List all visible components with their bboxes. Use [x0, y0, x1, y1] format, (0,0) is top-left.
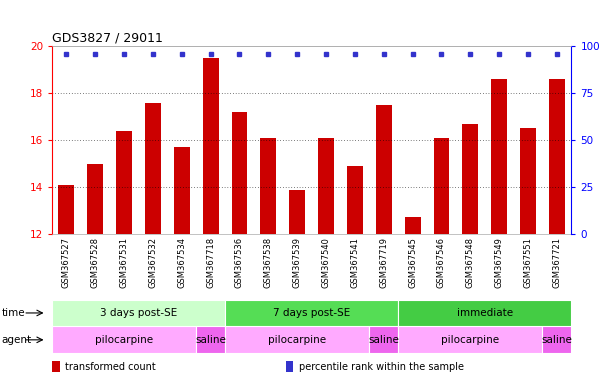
Bar — [59, 185, 75, 234]
Text: time: time — [1, 308, 25, 318]
Bar — [225, 326, 369, 353]
Text: saline: saline — [541, 335, 573, 345]
Bar — [549, 79, 565, 234]
Bar — [52, 326, 196, 353]
Text: transformed count: transformed count — [65, 362, 156, 372]
Bar — [52, 300, 225, 326]
Bar — [318, 138, 334, 234]
Text: saline: saline — [368, 335, 399, 345]
Bar — [87, 164, 103, 234]
Bar — [369, 326, 398, 353]
Text: pilocarpine: pilocarpine — [441, 335, 499, 345]
Text: agent: agent — [1, 335, 31, 345]
Bar — [232, 112, 247, 234]
Bar — [196, 326, 225, 353]
Text: pilocarpine: pilocarpine — [95, 335, 153, 345]
Bar — [463, 124, 478, 234]
Text: saline: saline — [195, 335, 226, 345]
Bar — [289, 190, 305, 234]
Bar — [203, 58, 219, 234]
Text: percentile rank within the sample: percentile rank within the sample — [299, 362, 464, 372]
Bar — [286, 361, 293, 372]
Bar — [491, 79, 507, 234]
Bar — [520, 128, 536, 234]
Bar — [225, 300, 398, 326]
Text: GDS3827 / 29011: GDS3827 / 29011 — [52, 31, 163, 44]
Bar — [347, 166, 363, 234]
Bar — [260, 138, 276, 234]
Bar — [398, 300, 571, 326]
Text: pilocarpine: pilocarpine — [268, 335, 326, 345]
Bar — [543, 326, 571, 353]
Bar — [52, 361, 60, 372]
Bar — [174, 147, 189, 234]
Text: 7 days post-SE: 7 days post-SE — [273, 308, 350, 318]
Bar — [434, 138, 449, 234]
Bar — [398, 326, 543, 353]
Bar — [376, 105, 392, 234]
Bar — [404, 217, 420, 234]
Text: immediate: immediate — [456, 308, 513, 318]
Bar — [145, 103, 161, 234]
Bar — [116, 131, 132, 234]
Text: 3 days post-SE: 3 days post-SE — [100, 308, 177, 318]
